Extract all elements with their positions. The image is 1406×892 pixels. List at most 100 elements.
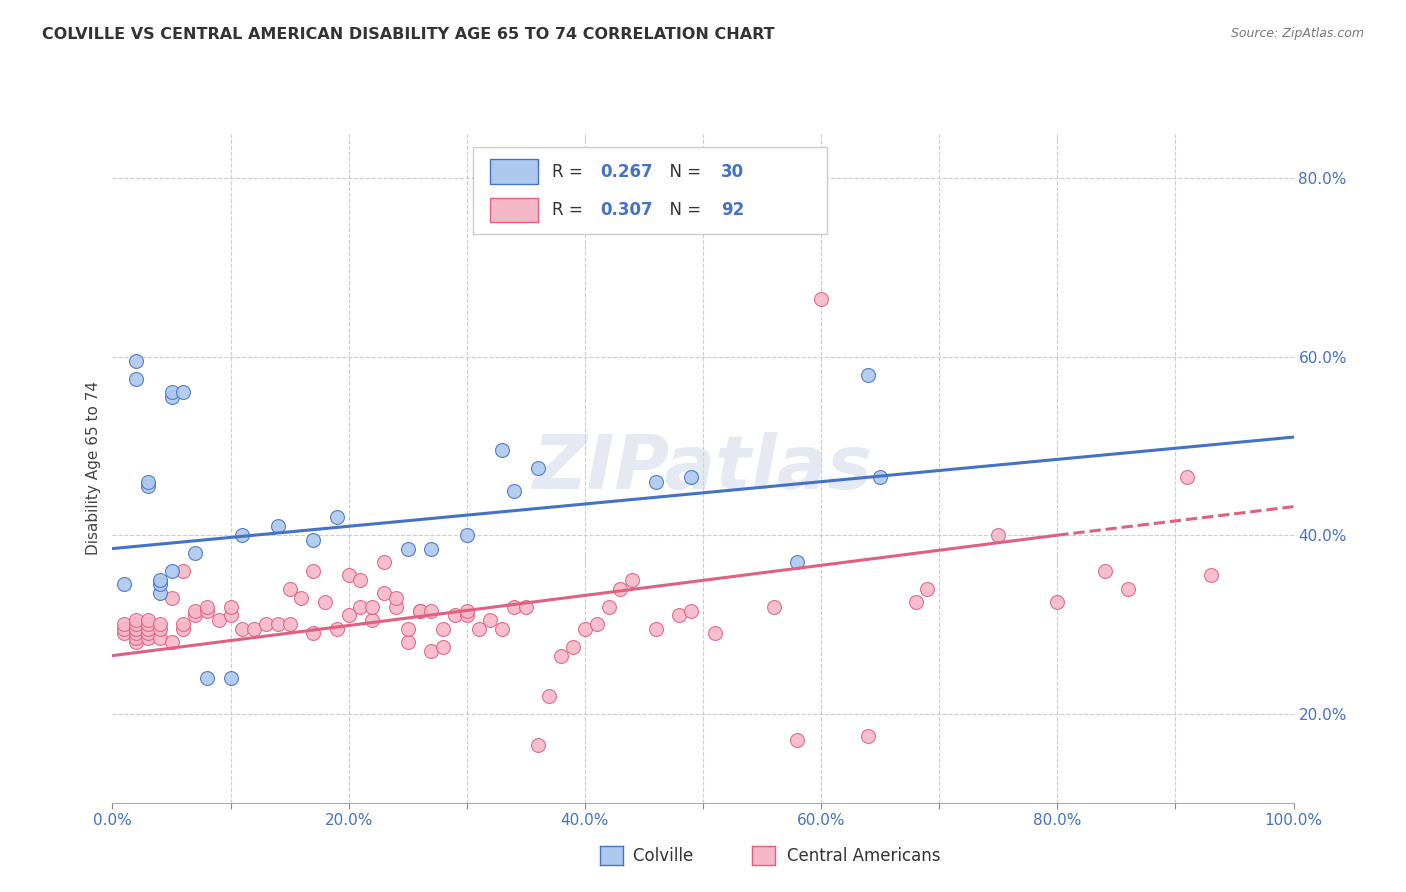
Point	[987, 528, 1010, 542]
Point	[195, 599, 218, 614]
Point	[219, 671, 242, 685]
Point	[231, 528, 253, 542]
Point	[337, 568, 360, 582]
Point	[314, 595, 336, 609]
Point	[231, 622, 253, 636]
Point	[302, 533, 325, 547]
Point	[526, 738, 548, 752]
Point	[112, 622, 135, 636]
Point	[609, 582, 631, 596]
Point	[361, 599, 384, 614]
Point	[858, 368, 880, 382]
Point	[373, 586, 395, 600]
Point	[219, 608, 242, 623]
Point	[349, 599, 371, 614]
Point	[278, 617, 301, 632]
Point	[574, 622, 596, 636]
Point	[290, 591, 312, 605]
Text: 30: 30	[721, 162, 744, 180]
Point	[681, 604, 703, 618]
Point	[456, 608, 478, 623]
Point	[195, 671, 218, 685]
Point	[562, 640, 585, 654]
Point	[172, 385, 194, 400]
Point	[621, 573, 644, 587]
Point	[396, 635, 419, 649]
Text: R =: R =	[551, 201, 588, 219]
Point	[668, 608, 690, 623]
Point	[420, 541, 443, 556]
Point	[136, 479, 159, 493]
Point	[456, 604, 478, 618]
Point	[491, 443, 513, 458]
Point	[361, 613, 384, 627]
Point	[172, 564, 194, 578]
Point	[125, 622, 148, 636]
Point	[160, 390, 183, 404]
Text: 0.267: 0.267	[600, 162, 652, 180]
Point	[456, 528, 478, 542]
Point	[149, 573, 172, 587]
Point	[125, 622, 148, 636]
Point	[302, 626, 325, 640]
Point	[703, 626, 725, 640]
Point	[243, 622, 266, 636]
Point	[444, 608, 467, 623]
Point	[349, 573, 371, 587]
Text: R =: R =	[551, 162, 588, 180]
Text: Source: ZipAtlas.com: Source: ZipAtlas.com	[1230, 27, 1364, 40]
Point	[326, 622, 349, 636]
Point	[112, 617, 135, 632]
Point	[136, 626, 159, 640]
Point	[160, 385, 183, 400]
Point	[125, 617, 148, 632]
Point	[149, 577, 172, 591]
Point	[208, 613, 231, 627]
Point	[125, 626, 148, 640]
Point	[337, 608, 360, 623]
Point	[1175, 470, 1198, 484]
Point	[420, 644, 443, 658]
Point	[538, 689, 561, 703]
Point	[149, 622, 172, 636]
Point	[160, 591, 183, 605]
Point	[267, 519, 290, 533]
Point	[526, 461, 548, 475]
Text: 92: 92	[721, 201, 744, 219]
Point	[112, 626, 135, 640]
Y-axis label: Disability Age 65 to 74: Disability Age 65 to 74	[86, 381, 101, 556]
Point	[149, 586, 172, 600]
Point	[1094, 564, 1116, 578]
Point	[125, 613, 148, 627]
Text: 0.307: 0.307	[600, 201, 652, 219]
Point	[136, 622, 159, 636]
Point	[869, 470, 891, 484]
Point	[195, 604, 218, 618]
Point	[396, 622, 419, 636]
Point	[598, 599, 620, 614]
Point	[515, 599, 537, 614]
FancyBboxPatch shape	[491, 160, 537, 184]
Text: Central Americans: Central Americans	[766, 847, 941, 865]
Point	[858, 729, 880, 743]
Point	[479, 613, 502, 627]
Point	[160, 635, 183, 649]
Point	[278, 582, 301, 596]
Point	[136, 475, 159, 489]
Point	[408, 604, 430, 618]
FancyBboxPatch shape	[491, 198, 537, 222]
Point	[644, 622, 666, 636]
Point	[644, 475, 666, 489]
Point	[408, 604, 430, 618]
Point	[149, 617, 172, 632]
Point	[254, 617, 277, 632]
Point	[550, 648, 572, 663]
Point	[125, 354, 148, 368]
Point	[184, 546, 207, 560]
Point	[172, 622, 194, 636]
Point	[125, 631, 148, 645]
Point	[112, 577, 135, 591]
Point	[917, 582, 939, 596]
Point	[136, 631, 159, 645]
Point	[172, 617, 194, 632]
